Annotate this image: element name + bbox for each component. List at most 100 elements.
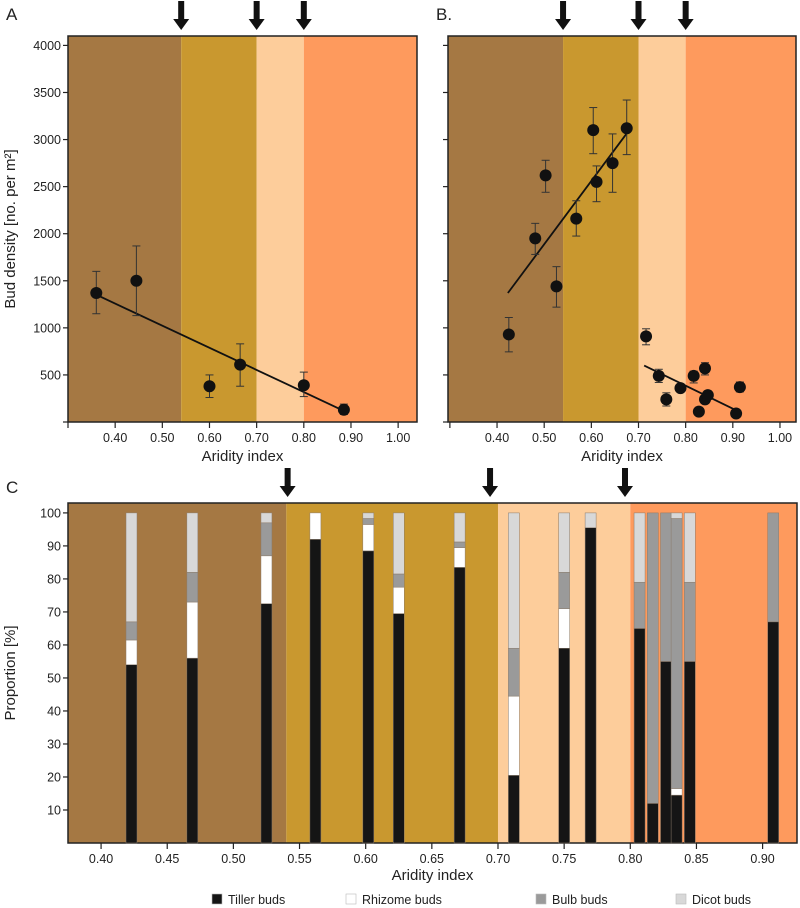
bar-segment-bulb-buds: [647, 512, 659, 804]
point-marker: [640, 330, 653, 343]
aridity-zone-1: [448, 36, 564, 422]
y-tick-label: 4000: [33, 39, 61, 53]
bar-segment-dicot-buds: [453, 512, 466, 543]
y-tick-label: 3500: [33, 86, 61, 100]
plot-frame: [67, 35, 418, 423]
x-tick-label: 0.90: [721, 431, 745, 445]
y-axis-label: Proportion [%]: [2, 625, 19, 720]
stacked-bar: [584, 512, 597, 844]
bar-segment-bulb-buds: [186, 572, 199, 603]
x-tick-label: 0.70: [486, 852, 510, 866]
data-point: [698, 362, 711, 376]
legend-label: Bulb buds: [552, 893, 608, 907]
bar-segment-bulb-buds: [684, 581, 696, 662]
y-tick-label: 1000: [33, 321, 61, 335]
stacked-bar: [393, 512, 405, 844]
bar-segment-dicot-buds: [186, 512, 199, 573]
bar-segment-rhizome-buds: [508, 695, 520, 776]
x-axis-label: Aridity index: [581, 448, 663, 465]
panel-label: C: [6, 478, 18, 497]
data-point: [90, 270, 103, 315]
bar-segment-dicot-buds: [558, 512, 570, 573]
point-marker: [234, 358, 247, 371]
regression-line: [507, 132, 628, 294]
panel-label: A: [6, 5, 18, 24]
bar-segment-bulb-buds: [670, 518, 683, 789]
point-marker: [337, 403, 350, 416]
bar-segment-dicot-buds: [362, 512, 375, 519]
bar-segment-rhizome-buds: [393, 586, 405, 614]
bar-segment-rhizome-buds: [186, 601, 199, 659]
stacked-bar: [558, 512, 570, 844]
data-point: [701, 389, 714, 402]
stacked-bar: [362, 512, 375, 844]
x-tick-label: 0.90: [339, 431, 363, 445]
y-tick-label: 40: [47, 704, 61, 718]
point-marker: [733, 381, 746, 394]
x-tick-label: 0.65: [420, 852, 444, 866]
point-marker: [674, 382, 687, 395]
data-point: [297, 371, 310, 398]
data-point: [550, 266, 563, 308]
x-tick-label: 0.50: [532, 431, 556, 445]
stacked-bar: [186, 512, 199, 844]
bar-segment-rhizome-buds: [125, 639, 138, 665]
data-point: [130, 245, 143, 317]
aridity-zone-1: [68, 36, 182, 422]
bar-segment-tiller-buds: [767, 621, 779, 844]
x-tick-label: 0.60: [354, 852, 378, 866]
bar-segment-bulb-buds: [260, 522, 273, 557]
panel-label: B.: [436, 5, 452, 24]
stacked-bar: [647, 512, 659, 844]
x-tick-label: 0.45: [155, 852, 179, 866]
legend-swatch: [675, 893, 687, 905]
data-point: [587, 107, 600, 155]
bar-segment-bulb-buds: [660, 512, 672, 662]
stacked-bar: [260, 512, 273, 844]
data-point: [620, 99, 633, 156]
x-tick-label: 0.90: [750, 852, 774, 866]
point-marker: [660, 393, 673, 406]
bar-segment-bulb-buds: [558, 572, 570, 609]
bar-segment-rhizome-buds: [309, 512, 322, 540]
x-tick-label: 0.40: [485, 431, 509, 445]
data-point: [652, 368, 665, 383]
point-marker: [550, 280, 563, 293]
bar-segment-dicot-buds: [684, 512, 696, 583]
x-tick-label: 0.40: [103, 431, 127, 445]
data-point: [733, 381, 746, 394]
bar-segment-tiller-buds: [260, 603, 273, 844]
down-arrow-icon: [617, 468, 634, 497]
x-tick-label: 0.85: [684, 852, 708, 866]
stacked-bar: [309, 512, 322, 844]
x-tick-label: 0.40: [89, 852, 113, 866]
y-tick-label: 1500: [33, 274, 61, 288]
y-tick-label: 2000: [33, 227, 61, 241]
data-point: [234, 343, 247, 387]
data-point: [539, 159, 552, 193]
y-tick-label: 50: [47, 671, 61, 685]
y-tick-label: 3000: [33, 133, 61, 147]
aridity-zone-3: [638, 36, 686, 422]
point-marker: [606, 157, 619, 170]
bar-segment-dicot-buds: [393, 512, 405, 575]
down-arrow-icon: [630, 1, 647, 30]
bar-segment-dicot-buds: [125, 512, 138, 623]
x-tick-label: 0.80: [673, 431, 697, 445]
bar-segment-tiller-buds: [453, 567, 466, 844]
y-axis-label: Bud density [no. per m²]: [2, 149, 19, 308]
point-marker: [692, 405, 705, 418]
bar-segment-dicot-buds: [508, 512, 520, 649]
point-marker: [529, 232, 542, 245]
x-axis-label: Aridity index: [202, 448, 284, 465]
legend-swatch: [535, 893, 547, 905]
bar-segment-bulb-buds: [767, 512, 779, 623]
data-point: [502, 316, 515, 353]
regression-line: [98, 295, 342, 411]
stacked-bar: [508, 512, 520, 844]
point-marker: [130, 274, 143, 287]
aridity-zone-2: [181, 36, 257, 422]
stacked-bar: [670, 512, 683, 844]
point-marker: [698, 362, 711, 375]
